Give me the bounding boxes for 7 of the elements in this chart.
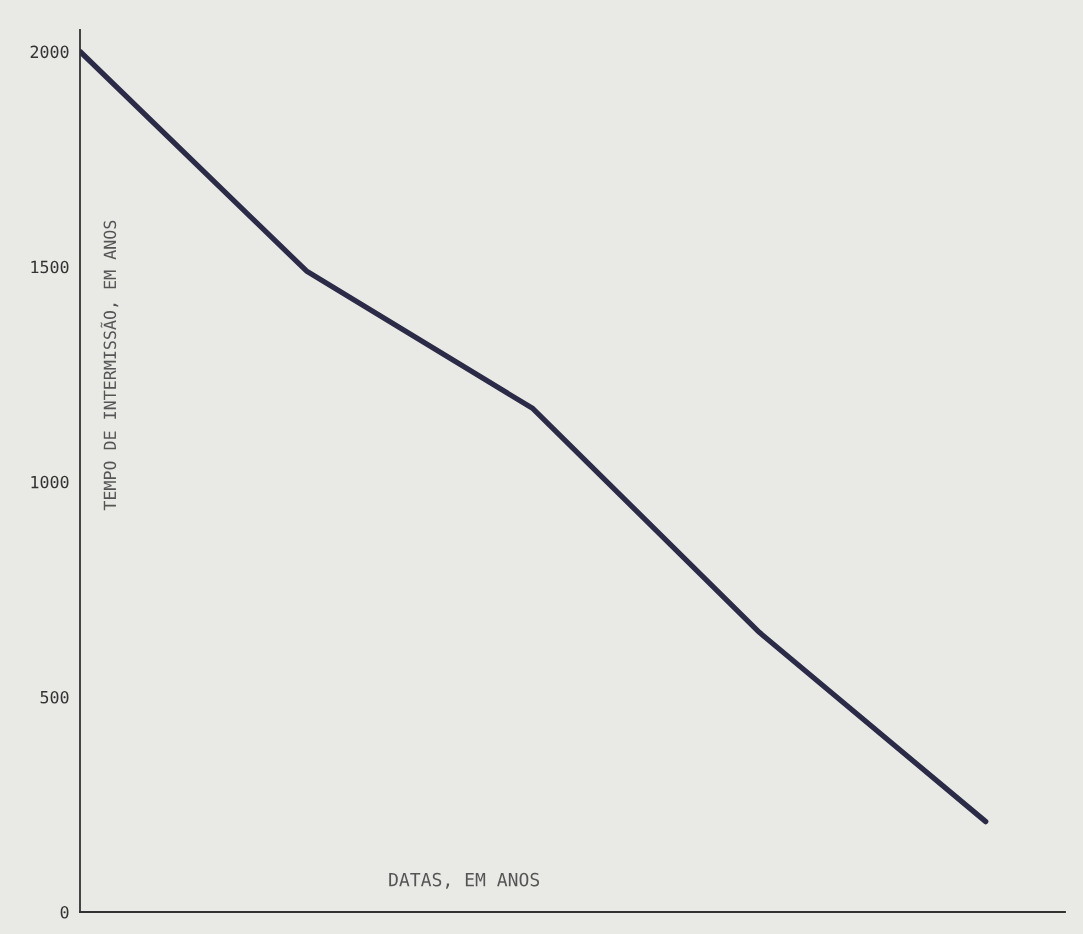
y-tick-label: 1500 [31,260,69,274]
y-tick-label: 0 [60,906,69,919]
x-axis-title: DATAS, EM ANOS [389,872,540,889]
y-tick-label: 2000 [30,45,69,59]
y-tick-label: 500 [40,690,69,704]
y-tick-label: 1000 [31,475,69,489]
y-axis-title: TEMPO DE INTERMISSÃO, EM ANOS [100,220,119,511]
